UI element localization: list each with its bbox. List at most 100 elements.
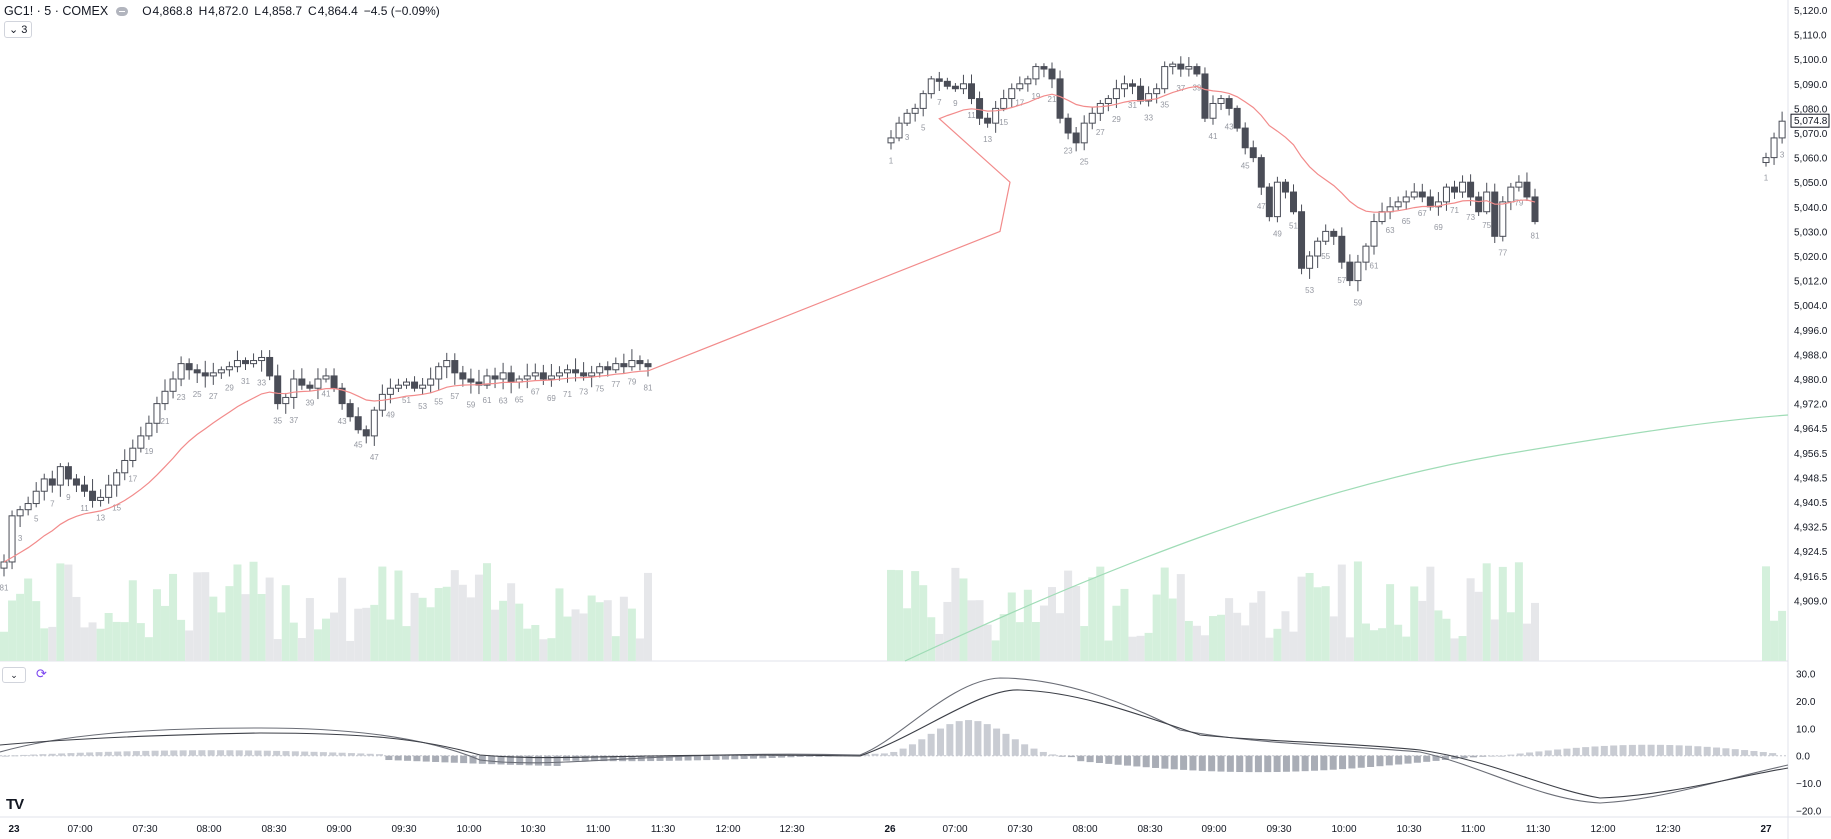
macd-pane-toggle[interactable]: ⌄ bbox=[2, 667, 26, 683]
macd-histogram-bar bbox=[1750, 751, 1758, 756]
volume-bar bbox=[305, 598, 314, 661]
candle bbox=[604, 366, 612, 371]
price-axis-tick: 4,924.5 bbox=[1794, 547, 1828, 558]
macd-histogram-bar bbox=[1441, 755, 1449, 760]
macd-histogram-bar bbox=[1544, 750, 1552, 756]
high-label: H bbox=[198, 4, 208, 18]
bar-count-label: 9 bbox=[66, 493, 71, 502]
candle bbox=[217, 369, 225, 374]
candle bbox=[1072, 132, 1080, 144]
macd-axis-tick: 30.0 bbox=[1796, 669, 1816, 680]
volume-bar bbox=[8, 600, 17, 661]
volume-bar bbox=[1176, 574, 1185, 661]
candle bbox=[1499, 201, 1507, 237]
volume-bar bbox=[346, 640, 355, 661]
macd-histogram-bar bbox=[488, 755, 496, 765]
bar-count-label: 17 bbox=[128, 474, 137, 483]
bar-count-label: 27 bbox=[1096, 128, 1105, 137]
macd-histogram-bar bbox=[1282, 755, 1290, 772]
volume-bar bbox=[1289, 631, 1298, 661]
macd-histogram-bar bbox=[207, 750, 215, 756]
candle bbox=[951, 85, 959, 90]
indicators-collapse-button[interactable]: ⌄ 3 bbox=[4, 21, 33, 38]
candle bbox=[322, 375, 330, 380]
volume-bar bbox=[579, 613, 588, 661]
candle bbox=[1153, 88, 1161, 95]
volume-bar bbox=[1482, 563, 1491, 661]
candle bbox=[16, 509, 24, 517]
bar-count-label: 71 bbox=[1450, 206, 1459, 215]
bar-count-label: 41 bbox=[322, 390, 331, 399]
macd-histogram-bar bbox=[1039, 751, 1047, 756]
time-axis-tick: 26 bbox=[884, 824, 896, 835]
price-axis-tick: 4,932.5 bbox=[1794, 523, 1828, 534]
candle bbox=[628, 360, 636, 368]
macd-histogram-bar bbox=[1049, 754, 1057, 756]
macd-histogram-bar bbox=[1526, 752, 1534, 756]
macd-histogram-bar bbox=[58, 753, 66, 756]
price-axis-tick: 4,988.0 bbox=[1794, 350, 1828, 361]
macd-histogram-bar bbox=[1217, 755, 1225, 772]
volume-bar bbox=[483, 563, 491, 661]
candle bbox=[161, 390, 169, 405]
candle bbox=[48, 478, 56, 486]
volume-bar bbox=[1273, 628, 1282, 661]
volume-bar bbox=[1450, 638, 1459, 661]
macd-histogram-bar bbox=[1254, 755, 1262, 773]
macd-axis-tick: 0.0 bbox=[1796, 752, 1810, 763]
candle bbox=[209, 372, 217, 377]
candle bbox=[370, 409, 378, 437]
candle bbox=[1129, 83, 1136, 87]
tradingview-logo[interactable]: TV bbox=[6, 796, 24, 813]
macd-histogram-bar bbox=[703, 755, 711, 761]
macd-histogram-bar bbox=[460, 755, 468, 764]
volume-bar bbox=[136, 623, 145, 661]
price-axis-tick: 5,120.0 bbox=[1794, 6, 1828, 17]
macd-histogram-bar bbox=[217, 750, 225, 756]
volume-bar bbox=[1386, 584, 1395, 661]
bar-count-label: 23 bbox=[177, 393, 186, 402]
candle bbox=[258, 356, 266, 362]
candle bbox=[1378, 211, 1386, 223]
candle bbox=[483, 375, 491, 386]
candle bbox=[1491, 191, 1499, 237]
volume-bar bbox=[233, 564, 242, 661]
volume-bar bbox=[547, 638, 556, 661]
symbol-title[interactable]: GC1! · 5 · COMEX bbox=[4, 4, 109, 18]
macd-histogram-bar bbox=[1647, 744, 1655, 756]
macd-histogram-bar bbox=[226, 750, 234, 756]
macd-histogram-bar bbox=[1385, 755, 1393, 766]
bar-count-label: 3 bbox=[905, 133, 910, 142]
volume-bar bbox=[1257, 591, 1266, 661]
bar-count-label: 53 bbox=[1305, 286, 1314, 295]
macd-histogram-bar bbox=[815, 755, 823, 757]
bar-count-label: 29 bbox=[225, 383, 234, 392]
macd-histogram-bar bbox=[506, 755, 514, 765]
volume-bar bbox=[458, 584, 467, 661]
close-value: 4,864.4 bbox=[317, 4, 358, 18]
time-axis-tick: 10:00 bbox=[456, 824, 481, 835]
macd-axis-tick: −10.0 bbox=[1796, 779, 1822, 790]
volume-bar bbox=[1007, 592, 1016, 661]
candle bbox=[1209, 102, 1217, 119]
bar-count-label: 53 bbox=[418, 402, 427, 411]
time-axis-tick: 09:00 bbox=[326, 824, 351, 835]
candle bbox=[451, 360, 459, 374]
volume-bar bbox=[975, 600, 984, 661]
volume-bar bbox=[611, 636, 620, 661]
candle bbox=[612, 363, 620, 371]
bar-count-label: 35 bbox=[273, 416, 282, 425]
macd-histogram-bar bbox=[1077, 755, 1085, 762]
macd-histogram-bar bbox=[787, 755, 795, 758]
candle bbox=[1088, 112, 1096, 124]
candle bbox=[1507, 186, 1515, 203]
macd-histogram-bar bbox=[39, 754, 47, 756]
volume-bar bbox=[1144, 632, 1153, 661]
refresh-icon[interactable]: ⟳ bbox=[36, 666, 47, 681]
bar-count-label: 13 bbox=[96, 514, 105, 523]
candle bbox=[225, 366, 233, 371]
macd-histogram-bar bbox=[1432, 755, 1440, 761]
bar-count-label: 25 bbox=[1080, 157, 1089, 166]
